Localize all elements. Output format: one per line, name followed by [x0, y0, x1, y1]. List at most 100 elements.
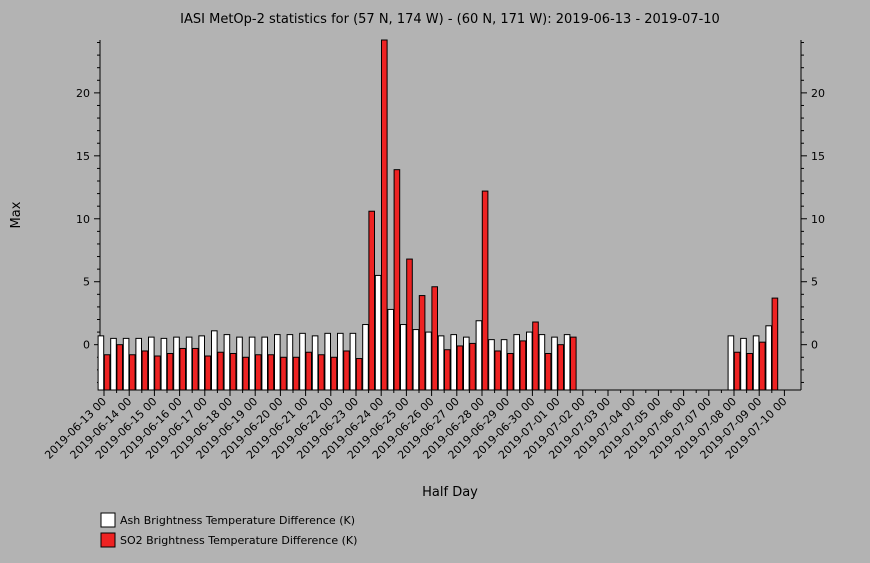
- y-tick-label: 5: [83, 276, 90, 289]
- so2-bar: [154, 355, 161, 391]
- so2-bar: [507, 352, 514, 391]
- so2-bar: [418, 295, 426, 391]
- ash-bar: [135, 337, 142, 391]
- legend-swatch: [100, 512, 116, 528]
- so2-bar: [343, 350, 350, 391]
- so2-bar: [456, 345, 464, 391]
- y-tick-label: 20: [76, 87, 90, 100]
- ash-bar: [198, 335, 205, 391]
- ash-bar: [236, 336, 243, 391]
- so2-bar: [242, 356, 249, 391]
- y-tick-label-right: 15: [811, 150, 825, 163]
- y-tick-label: 15: [76, 150, 90, 163]
- ash-bar: [463, 336, 470, 391]
- so2-bar: [330, 356, 338, 391]
- legend-label: SO2 Brightness Temperature Difference (K…: [120, 534, 357, 547]
- so2-bar: [532, 321, 539, 391]
- so2-bar: [759, 341, 766, 391]
- so2-bar: [179, 347, 186, 391]
- so2-bar: [355, 358, 363, 391]
- so2-bar: [381, 39, 388, 391]
- ash-bar: [513, 334, 521, 391]
- ash-bar: [563, 334, 571, 391]
- ash-bar: [299, 332, 306, 391]
- so2-bar: [280, 356, 287, 391]
- so2-bar: [318, 354, 325, 391]
- so2-bar: [557, 344, 565, 391]
- ash-bar: [412, 329, 420, 391]
- so2-bar: [469, 342, 476, 391]
- ash-bar: [551, 336, 558, 391]
- ash-bar: [97, 335, 105, 391]
- so2-bar: [292, 356, 300, 391]
- y-tick-label-right: 5: [811, 276, 818, 289]
- y-tick-label: 10: [76, 213, 90, 226]
- y-tick-label-right: 20: [811, 87, 825, 100]
- so2-bar: [217, 351, 224, 391]
- ash-bar: [374, 274, 382, 391]
- ash-bar: [311, 335, 319, 391]
- y-tick-label: 0: [83, 339, 90, 352]
- ash-bar: [185, 336, 193, 391]
- x-axis-label: Half Day: [422, 485, 478, 500]
- so2-bar: [192, 347, 199, 391]
- so2-bar: [129, 354, 136, 391]
- ash-bar: [727, 335, 735, 391]
- so2-bar: [494, 350, 501, 391]
- so2-bar: [733, 351, 741, 391]
- ash-bar: [261, 336, 268, 391]
- so2-bar: [103, 354, 111, 391]
- so2-bar: [481, 190, 489, 391]
- so2-bar: [141, 350, 149, 391]
- so2-bar: [204, 355, 212, 391]
- so2-bar: [544, 352, 552, 391]
- so2-bar: [771, 297, 779, 391]
- ash-bar: [740, 337, 747, 391]
- ash-bar: [752, 335, 760, 391]
- ash-bar: [425, 331, 432, 391]
- ash-bar: [148, 336, 155, 391]
- ash-bar: [362, 324, 369, 391]
- ash-bar: [324, 332, 331, 391]
- ash-bar: [223, 334, 231, 391]
- so2-bar: [229, 352, 237, 391]
- ash-bar: [488, 339, 495, 391]
- so2-bar: [406, 258, 413, 391]
- ash-bar: [160, 337, 168, 391]
- so2-bar: [393, 169, 401, 391]
- ash-bar: [387, 308, 394, 391]
- so2-bar: [255, 354, 262, 391]
- ash-bar: [110, 337, 117, 391]
- so2-bar: [267, 354, 275, 391]
- so2-bar: [166, 352, 174, 391]
- so2-bar: [431, 286, 438, 391]
- ash-bar: [248, 336, 256, 391]
- so2-bar: [570, 336, 577, 391]
- ash-bar: [765, 325, 773, 391]
- ash-bar: [526, 331, 533, 391]
- ash-bar: [337, 332, 344, 391]
- ash-bar: [274, 334, 281, 391]
- so2-bar: [116, 344, 124, 391]
- ash-bar: [500, 339, 508, 391]
- so2-bar: [305, 351, 312, 391]
- ash-bar: [538, 334, 546, 391]
- ash-bar: [122, 337, 130, 391]
- ash-bar: [450, 334, 457, 391]
- ash-bar: [211, 330, 218, 391]
- ash-bar: [349, 332, 357, 391]
- ash-bar: [437, 335, 445, 391]
- so2-bar: [444, 349, 451, 391]
- ash-bar: [286, 334, 294, 391]
- so2-bar: [519, 340, 527, 391]
- y-axis-label: Max: [9, 201, 24, 228]
- y-tick-label-right: 10: [811, 213, 825, 226]
- so2-bar: [368, 210, 375, 391]
- ash-bar: [173, 336, 180, 391]
- so2-bar: [746, 352, 754, 391]
- legend-swatch: [100, 532, 116, 548]
- legend: Ash Brightness Temperature Difference (K…: [100, 512, 357, 548]
- legend-label: Ash Brightness Temperature Difference (K…: [120, 514, 355, 527]
